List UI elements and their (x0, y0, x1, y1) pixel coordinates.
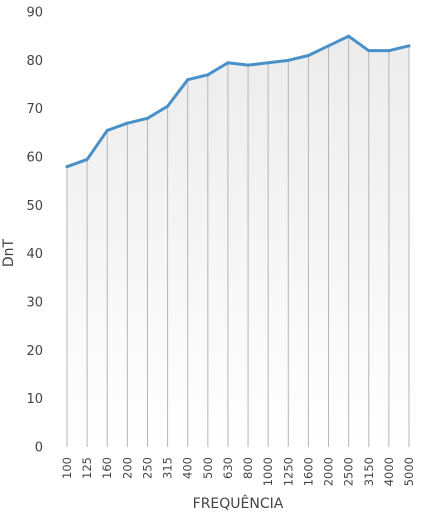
y-tick-label: 70 (26, 102, 43, 117)
x-tick-label: 200 (120, 457, 134, 479)
y-tick-label: 30 (26, 296, 43, 311)
area-fill (67, 36, 409, 448)
data-point-500 (206, 73, 210, 77)
data-point-315 (166, 104, 170, 108)
x-tick-label: 125 (80, 457, 94, 479)
data-point-1000 (266, 61, 270, 65)
x-tick-label: 800 (241, 457, 255, 479)
y-tick-label: 60 (26, 151, 43, 166)
x-tick-label: 1250 (281, 457, 295, 486)
data-point-250 (145, 116, 149, 120)
x-tick-label: 4000 (382, 457, 396, 486)
data-point-5000 (407, 44, 411, 48)
x-tick-label: 1600 (301, 457, 315, 486)
y-tick-label: 80 (26, 54, 43, 69)
x-tick-label: 315 (161, 457, 175, 479)
x-tick-label: 160 (100, 457, 114, 479)
y-axis-title: DnT (1, 238, 17, 267)
area-layer (67, 36, 409, 448)
line-layer (65, 34, 411, 169)
y-tick-label: 90 (26, 6, 43, 21)
data-point-2500 (347, 34, 351, 38)
y-tick-label: 0 (35, 441, 43, 456)
x-tick-label: 400 (181, 457, 195, 479)
data-point-3150 (367, 49, 371, 53)
data-point-100 (65, 165, 69, 169)
data-point-125 (85, 157, 89, 161)
x-tick-label: 2000 (322, 457, 336, 486)
x-tick-label: 1000 (261, 457, 275, 486)
x-tick-label: 2500 (342, 457, 356, 486)
data-point-200 (125, 121, 129, 125)
data-point-1600 (306, 54, 310, 57)
x-axis-title: FREQUÊNCIA (193, 494, 284, 512)
x-tick-label: 500 (201, 457, 215, 479)
drop-lines (66, 36, 410, 447)
y-tick-label: 10 (26, 392, 43, 407)
y-tick-label: 40 (26, 247, 43, 262)
data-point-1250 (286, 58, 290, 62)
series-line (65, 34, 411, 169)
data-point-2000 (327, 44, 331, 48)
x-tick-label: 3150 (362, 457, 376, 486)
x-tick-label: 100 (60, 457, 74, 479)
data-point-630 (226, 61, 230, 65)
y-tick-label: 20 (26, 344, 43, 359)
x-tick-label: 630 (221, 457, 235, 479)
y-axis-ticks: 0 10 20 30 40 50 60 70 80 90 (26, 6, 43, 456)
x-tick-label: 5000 (402, 457, 416, 486)
data-point-800 (246, 63, 250, 67)
data-point-4000 (387, 49, 391, 53)
x-axis-ticks: 100 125 160 200 250 315 400 500 630 800 1000 1250 16… (60, 457, 416, 486)
x-tick-label: 250 (140, 457, 154, 479)
data-point-400 (186, 78, 190, 82)
y-tick-label: 50 (26, 199, 43, 214)
data-point-160 (105, 128, 109, 132)
